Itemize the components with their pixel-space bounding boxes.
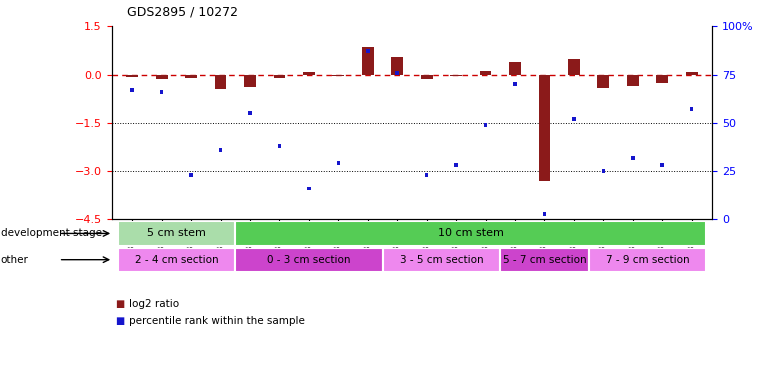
Bar (156, 75, 168, 80)
Bar (568, 59, 580, 75)
Bar (189, 173, 193, 177)
Bar (118, 221, 236, 246)
Bar (450, 75, 462, 76)
Bar (538, 75, 551, 181)
Bar (500, 248, 588, 272)
Bar (244, 75, 256, 87)
Text: 2 - 4 cm section: 2 - 4 cm section (135, 255, 218, 265)
Bar (248, 111, 252, 115)
Bar (383, 248, 500, 272)
Bar (126, 75, 138, 77)
Bar (130, 88, 134, 92)
Text: development stage: development stage (1, 228, 102, 238)
Bar (362, 47, 373, 75)
Bar (236, 221, 706, 246)
Bar (598, 75, 609, 88)
Bar (118, 248, 236, 272)
Bar (186, 75, 197, 78)
Bar (366, 50, 370, 53)
Bar (514, 82, 517, 86)
Bar (686, 72, 698, 75)
Bar (333, 75, 344, 76)
Bar (307, 186, 310, 190)
Bar (273, 75, 286, 78)
Bar (215, 75, 226, 89)
Text: 5 - 7 cm section: 5 - 7 cm section (503, 255, 586, 265)
Bar (631, 156, 634, 159)
Text: ■: ■ (116, 299, 125, 309)
Bar (278, 144, 281, 148)
Bar (484, 123, 487, 127)
Bar (661, 164, 664, 167)
Bar (425, 173, 428, 177)
Bar (219, 148, 223, 152)
Bar (509, 62, 521, 75)
Text: 0 - 3 cm section: 0 - 3 cm section (267, 255, 350, 265)
Bar (627, 75, 638, 86)
Bar (391, 57, 403, 75)
Bar (572, 117, 576, 121)
Bar (336, 161, 340, 165)
Bar (601, 169, 605, 173)
Text: other: other (1, 255, 28, 265)
Bar (454, 164, 458, 167)
Bar (160, 90, 163, 94)
Bar (690, 107, 694, 111)
Bar (236, 248, 383, 272)
Bar (396, 70, 399, 75)
Bar (420, 75, 433, 80)
Bar (480, 71, 491, 75)
Text: GDS2895 / 10272: GDS2895 / 10272 (127, 6, 238, 19)
Bar (303, 72, 315, 75)
Text: ■: ■ (116, 316, 125, 326)
Text: 7 - 9 cm section: 7 - 9 cm section (606, 255, 689, 265)
Text: log2 ratio: log2 ratio (129, 299, 179, 309)
Bar (543, 211, 546, 216)
Text: percentile rank within the sample: percentile rank within the sample (129, 316, 304, 326)
Text: 3 - 5 cm section: 3 - 5 cm section (400, 255, 484, 265)
Text: 5 cm stem: 5 cm stem (147, 228, 206, 238)
Bar (588, 248, 706, 272)
Text: 10 cm stem: 10 cm stem (438, 228, 504, 238)
Bar (656, 75, 668, 82)
